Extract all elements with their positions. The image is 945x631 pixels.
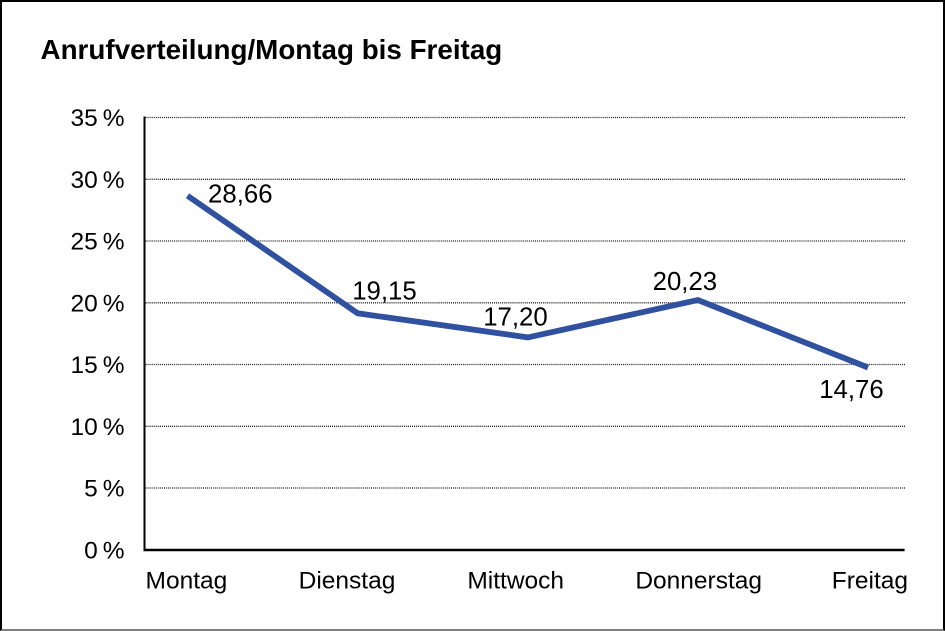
svg-text:17,20: 17,20 <box>483 304 548 332</box>
svg-text:14,76: 14,76 <box>819 376 884 404</box>
svg-text:5 %: 5 % <box>84 476 124 503</box>
svg-text:Anrufverteilung/Montag bis Fre: Anrufverteilung/Montag bis Freitag <box>41 34 503 65</box>
svg-text:Donnerstag: Donnerstag <box>635 568 762 595</box>
svg-text:28,66: 28,66 <box>208 180 273 208</box>
svg-text:20 %: 20 % <box>71 291 125 318</box>
svg-text:0 %: 0 % <box>84 537 124 564</box>
svg-text:25 %: 25 % <box>71 229 125 256</box>
svg-text:10 %: 10 % <box>71 414 125 441</box>
svg-text:Montag: Montag <box>146 568 228 595</box>
svg-text:15 %: 15 % <box>71 352 125 379</box>
svg-text:Freitag: Freitag <box>832 568 908 595</box>
svg-text:Dienstag: Dienstag <box>299 568 396 595</box>
svg-text:Mittwoch: Mittwoch <box>467 568 564 595</box>
svg-text:19,15: 19,15 <box>352 278 417 306</box>
svg-text:20,23: 20,23 <box>653 268 718 296</box>
svg-text:30 %: 30 % <box>71 167 125 194</box>
svg-text:35 %: 35 % <box>71 105 125 132</box>
